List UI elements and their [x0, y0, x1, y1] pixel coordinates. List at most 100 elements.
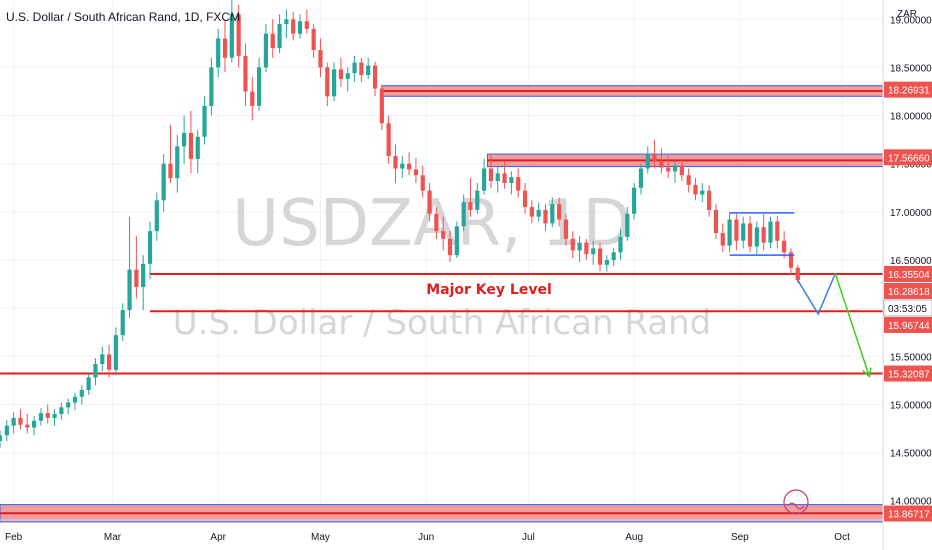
candle-body	[338, 69, 344, 79]
candle-body	[407, 163, 412, 170]
candle-body	[393, 156, 398, 169]
candle-body	[66, 402, 71, 408]
candle-body	[488, 168, 494, 182]
candle-body	[522, 190, 528, 208]
y-tick-label: 15.50000	[890, 352, 932, 363]
candle-body	[52, 414, 57, 418]
candle-body	[761, 227, 766, 243]
candle-body	[175, 146, 180, 179]
candle-body	[795, 267, 800, 281]
candle-body	[325, 67, 330, 97]
candle-body	[727, 219, 732, 246]
y-tick-label: 15.00000	[890, 400, 932, 411]
candle-body	[161, 163, 166, 201]
candle-body	[713, 209, 719, 234]
price-label-box	[884, 505, 932, 522]
candle-body	[154, 200, 159, 232]
candle-body	[591, 248, 596, 255]
candle-body	[434, 213, 439, 232]
candle-body	[59, 407, 64, 415]
candle-body	[127, 269, 132, 311]
grid-lines	[0, 0, 883, 520]
candle-body	[672, 165, 678, 172]
candle-body	[291, 19, 296, 34]
candle-body	[400, 163, 405, 169]
x-tick-label: Jul	[522, 532, 535, 543]
candle-body	[195, 136, 200, 159]
supply-demand-zones	[0, 85, 884, 523]
countdown-label: 03:53:05	[888, 304, 927, 315]
candle-body	[100, 354, 105, 364]
candle-body	[372, 65, 378, 89]
candle-body	[113, 335, 119, 370]
candle-body	[509, 177, 514, 183]
x-tick-label: Mar	[104, 532, 122, 543]
candle-body	[550, 204, 555, 224]
event-marker-glyph	[787, 502, 805, 510]
currency-label[interactable]: ZAR	[897, 9, 917, 20]
candle-body	[461, 202, 466, 227]
projection-down-path	[797, 273, 836, 316]
candle-body	[31, 420, 37, 428]
y-tick-label: 18.50000	[890, 63, 932, 74]
candle-body	[366, 65, 371, 76]
candle-body	[188, 132, 194, 159]
candle-body	[536, 209, 541, 217]
price-label-box	[884, 149, 932, 166]
candle-body	[666, 167, 671, 172]
candle-body	[652, 154, 657, 162]
price-label-box	[883, 299, 932, 317]
price-label-box	[884, 282, 932, 299]
y-tick-label: 14.50000	[890, 449, 932, 460]
candle-body	[141, 263, 146, 287]
y-tick-label: 17.00000	[890, 208, 932, 219]
y-tick-label: 18.00000	[890, 112, 932, 123]
candle-body	[304, 21, 309, 29]
price-label-text: 15.32087	[888, 370, 930, 381]
candle-body	[38, 413, 44, 421]
candle-body	[250, 91, 255, 106]
candle-body	[229, 14, 234, 58]
candle-body	[495, 173, 500, 182]
candle-body	[345, 73, 350, 79]
candle-body	[720, 233, 725, 246]
x-tick-label: Oct	[834, 532, 850, 543]
candle-body	[11, 417, 16, 426]
x-tick-label: Jun	[418, 532, 434, 543]
x-tick-label: Aug	[625, 532, 643, 543]
x-tick-label: Sep	[731, 532, 749, 543]
candle-body	[584, 242, 589, 255]
candle-body	[632, 187, 637, 214]
candle-body	[693, 184, 698, 195]
candle-body	[447, 238, 453, 256]
candle-body	[482, 168, 487, 191]
candle-body	[659, 161, 664, 168]
candle-body	[25, 424, 30, 428]
candle-body	[604, 260, 609, 265]
candle-body	[441, 231, 446, 239]
candle-body	[768, 221, 773, 243]
candle-body	[257, 67, 262, 106]
candle-body	[734, 219, 739, 241]
x-tick-label: Apr	[210, 532, 226, 543]
price-label-box	[884, 365, 932, 382]
candle-body	[427, 190, 432, 214]
price-label-box	[884, 265, 932, 282]
candle-body	[386, 123, 391, 156]
projection-arrowhead	[862, 367, 872, 379]
price-label-box	[884, 316, 932, 333]
candle-body	[618, 236, 623, 253]
horizontal-levels	[0, 272, 883, 375]
candle-body	[222, 38, 228, 58]
candle-body	[0, 435, 3, 442]
candle-body	[379, 88, 384, 124]
candle-body	[625, 213, 630, 237]
candle-body	[754, 227, 759, 247]
candle-body	[209, 67, 214, 106]
candle-body	[741, 223, 746, 241]
event-marker[interactable]	[783, 489, 809, 515]
price-label-box	[884, 81, 932, 98]
candle-body	[638, 168, 644, 188]
candle-body	[529, 207, 534, 217]
